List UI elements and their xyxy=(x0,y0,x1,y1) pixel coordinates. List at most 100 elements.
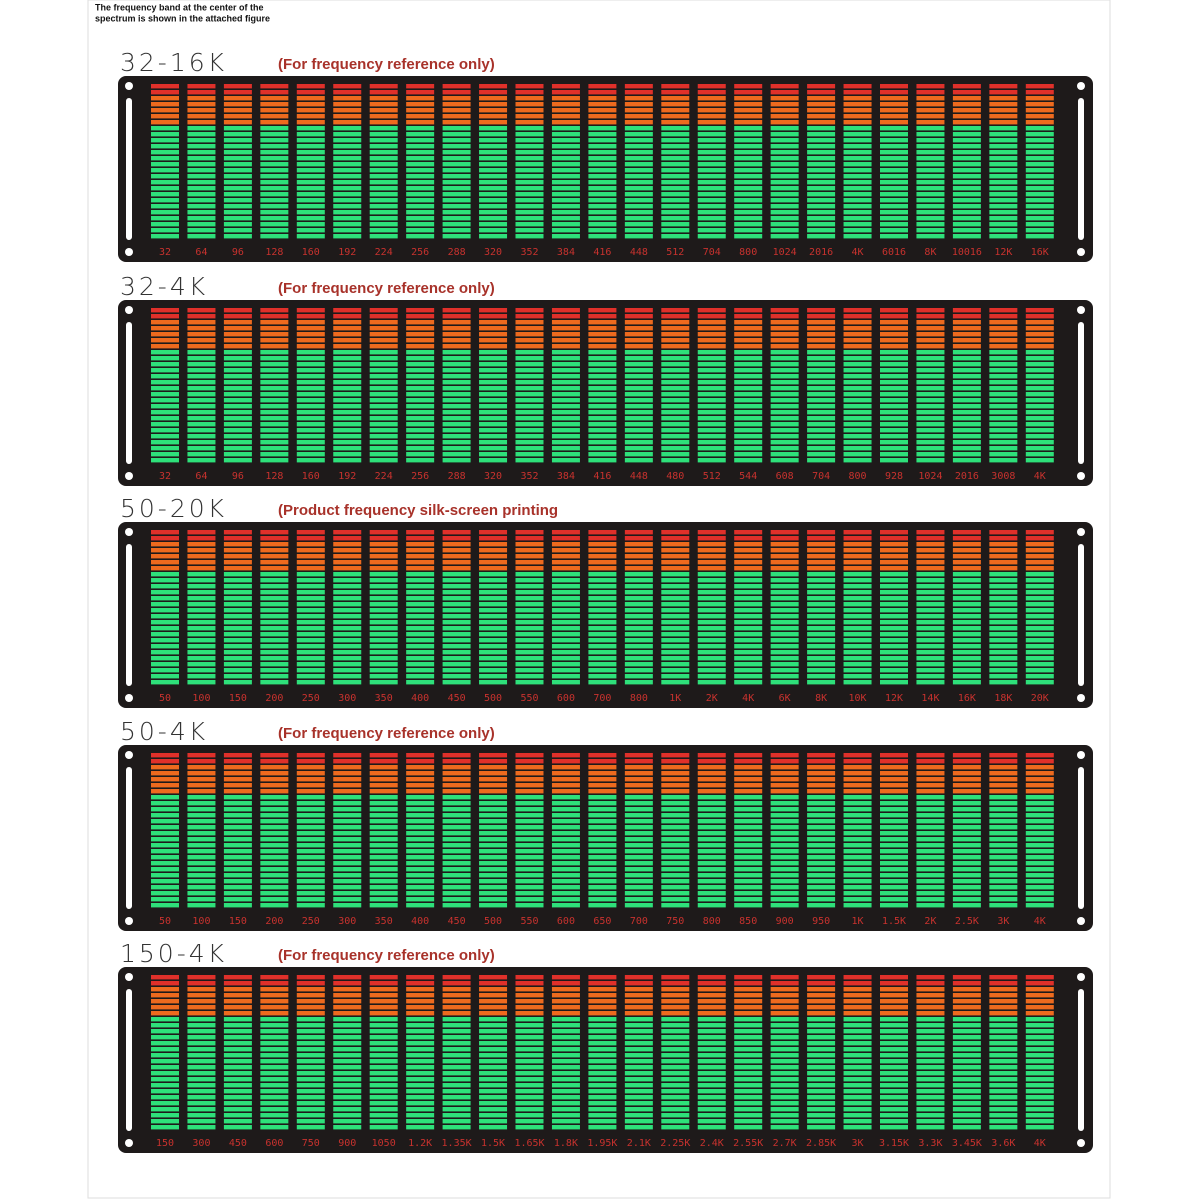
frequency-label: 400 xyxy=(411,693,429,704)
led-segment xyxy=(406,993,435,998)
led-segment xyxy=(369,638,398,643)
led-segment xyxy=(697,879,726,884)
led-segment xyxy=(588,578,617,583)
led-segment xyxy=(952,1005,981,1010)
led-segment xyxy=(406,861,435,866)
led-segment xyxy=(1025,84,1054,89)
led-segment xyxy=(697,446,726,451)
led-segment xyxy=(916,831,945,836)
led-segment xyxy=(369,795,398,800)
led-segment xyxy=(880,1107,908,1112)
led-segment xyxy=(515,608,544,613)
led-segment xyxy=(843,120,872,125)
led-segment xyxy=(406,108,435,113)
frequency-label: 550 xyxy=(520,916,538,927)
led-segment xyxy=(333,132,362,137)
led-segment xyxy=(479,168,508,173)
led-segment xyxy=(260,536,289,541)
led-segment xyxy=(843,656,872,661)
led-segment xyxy=(187,198,216,203)
led-segment xyxy=(151,90,179,95)
led-segment xyxy=(333,138,362,143)
led-segment xyxy=(880,422,908,427)
led-segment xyxy=(406,434,435,439)
led-segment xyxy=(697,392,726,397)
led-segment xyxy=(187,1083,216,1088)
led-segment xyxy=(807,999,836,1004)
led-segment xyxy=(442,578,471,583)
led-segment xyxy=(843,584,872,589)
led-segment xyxy=(187,1071,216,1076)
led-segment xyxy=(843,759,872,764)
led-segment xyxy=(333,644,362,649)
led-segment xyxy=(624,861,653,866)
led-segment xyxy=(807,891,836,896)
led-segment xyxy=(515,386,544,391)
led-segment xyxy=(734,885,763,890)
led-segment xyxy=(551,879,580,884)
led-segment xyxy=(151,344,179,349)
led-segment xyxy=(624,753,653,758)
led-segment xyxy=(223,344,252,349)
led-segment xyxy=(807,1023,836,1028)
led-segment xyxy=(588,999,617,1004)
led-segment xyxy=(369,410,398,415)
led-segment xyxy=(624,560,653,565)
led-segment xyxy=(369,440,398,445)
led-segment xyxy=(843,608,872,613)
led-segment xyxy=(880,993,908,998)
frequency-label: 550 xyxy=(520,693,538,704)
led-segment xyxy=(187,993,216,998)
led-segment xyxy=(333,578,362,583)
led-segment xyxy=(406,216,435,221)
mount-slot xyxy=(126,989,132,1131)
led-segment xyxy=(479,84,508,89)
led-segment xyxy=(187,96,216,101)
led-segment xyxy=(333,885,362,890)
led-segment xyxy=(624,674,653,679)
led-segment xyxy=(369,807,398,812)
led-segment xyxy=(843,114,872,119)
led-segment xyxy=(770,320,799,325)
led-segment xyxy=(916,374,945,379)
led-segment xyxy=(697,1047,726,1052)
led-segment xyxy=(697,668,726,673)
led-segment xyxy=(151,1095,179,1100)
led-segment xyxy=(369,590,398,595)
led-segment xyxy=(989,813,1018,818)
led-segment xyxy=(989,885,1018,890)
led-segment xyxy=(661,1065,690,1070)
led-segment xyxy=(296,632,325,637)
led-segment xyxy=(479,314,508,319)
led-segment xyxy=(187,114,216,119)
led-segment xyxy=(734,458,763,463)
led-segment xyxy=(916,1041,945,1046)
led-segment xyxy=(697,314,726,319)
led-segment xyxy=(588,1029,617,1034)
led-segment xyxy=(442,807,471,812)
led-segment xyxy=(843,90,872,95)
led-segment xyxy=(952,332,981,337)
led-segment xyxy=(151,999,179,1004)
led-segment xyxy=(296,326,325,331)
led-segment xyxy=(151,1125,179,1130)
led-segment xyxy=(807,234,836,239)
led-segment xyxy=(551,825,580,830)
led-segment xyxy=(770,234,799,239)
led-segment xyxy=(807,168,836,173)
led-segment xyxy=(223,975,252,980)
led-segment xyxy=(515,632,544,637)
led-segment xyxy=(406,1071,435,1076)
led-segment xyxy=(588,1065,617,1070)
frequency-label: 2.85K xyxy=(806,1138,836,1149)
led-segment xyxy=(952,644,981,649)
led-segment xyxy=(770,897,799,902)
led-segment xyxy=(624,84,653,89)
led-segment xyxy=(770,192,799,197)
led-segment xyxy=(551,308,580,313)
led-segment xyxy=(296,825,325,830)
led-segment xyxy=(697,138,726,143)
led-segment xyxy=(588,416,617,421)
led-segment xyxy=(151,234,179,239)
led-segment xyxy=(479,656,508,661)
